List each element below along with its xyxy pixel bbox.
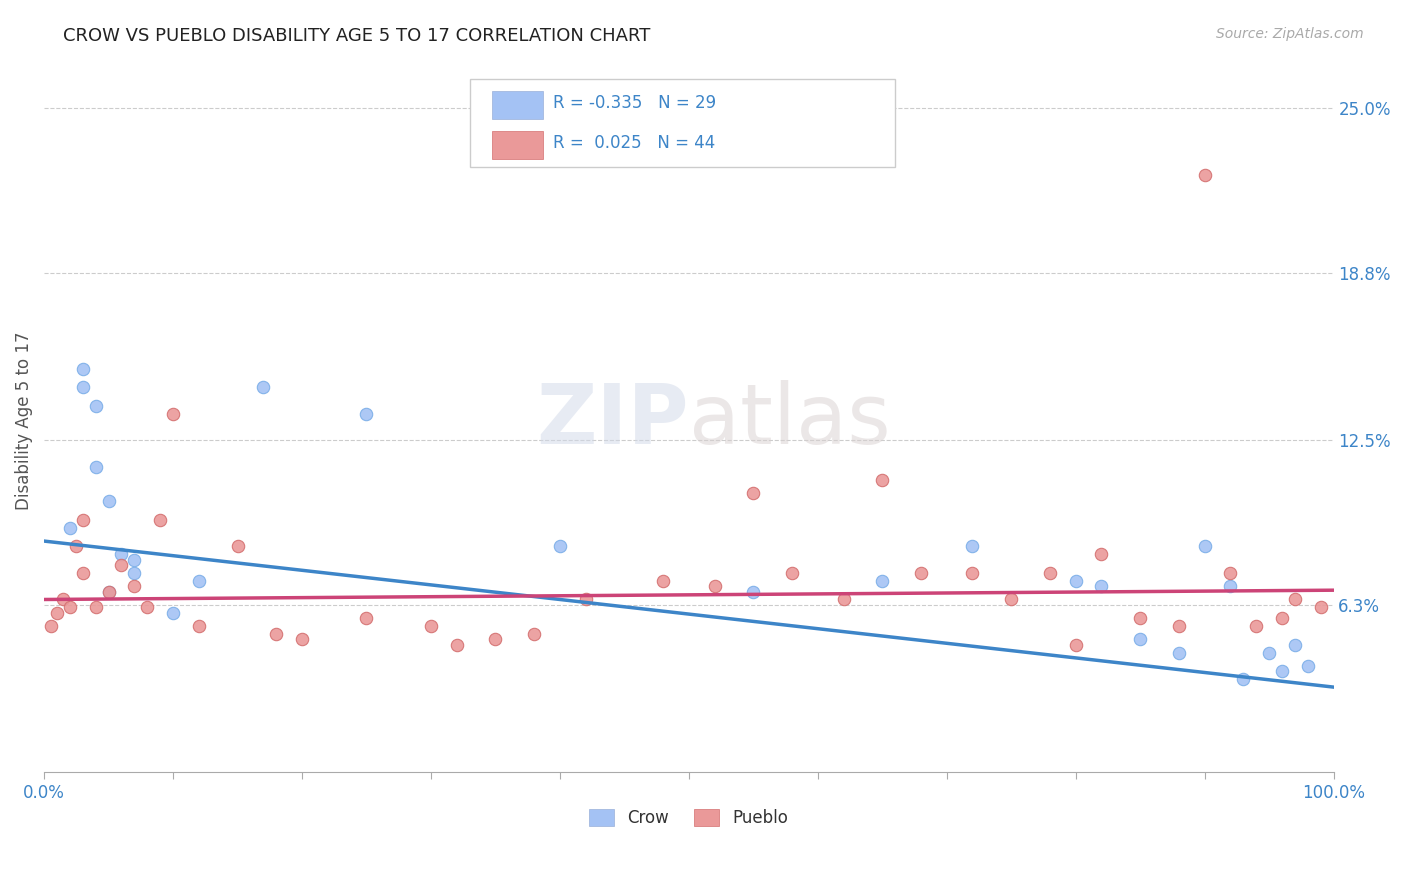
Point — [742, 584, 765, 599]
Point — [84, 600, 107, 615]
Point — [72, 361, 94, 376]
Point — [124, 552, 146, 566]
Point — [742, 486, 765, 500]
Point — [548, 540, 571, 554]
Point — [1244, 619, 1267, 633]
Point — [356, 407, 378, 421]
Point — [832, 592, 855, 607]
Point — [149, 513, 172, 527]
Point — [187, 619, 209, 633]
Point — [1271, 611, 1294, 625]
Point — [52, 592, 75, 607]
FancyBboxPatch shape — [492, 131, 543, 160]
Point — [1000, 592, 1022, 607]
Point — [962, 566, 984, 580]
Point — [1129, 611, 1152, 625]
Point — [523, 627, 546, 641]
Point — [65, 540, 87, 554]
Point — [1309, 600, 1331, 615]
Point — [97, 584, 120, 599]
Point — [1194, 540, 1216, 554]
Text: atlas: atlas — [689, 380, 890, 461]
Point — [484, 632, 506, 647]
Point — [1284, 638, 1306, 652]
Point — [187, 574, 209, 588]
Point — [110, 547, 132, 561]
Point — [1064, 574, 1087, 588]
Point — [72, 513, 94, 527]
Point — [1167, 619, 1189, 633]
Text: R = -0.335   N = 29: R = -0.335 N = 29 — [554, 94, 717, 112]
FancyBboxPatch shape — [492, 91, 543, 119]
Point — [1296, 658, 1319, 673]
Point — [46, 606, 69, 620]
Point — [72, 380, 94, 394]
Y-axis label: Disability Age 5 to 17: Disability Age 5 to 17 — [15, 331, 32, 509]
Point — [1271, 664, 1294, 678]
Point — [1284, 592, 1306, 607]
Point — [910, 566, 932, 580]
Point — [1090, 579, 1112, 593]
Point — [870, 574, 893, 588]
Point — [72, 566, 94, 580]
Text: R =  0.025   N = 44: R = 0.025 N = 44 — [554, 135, 716, 153]
Point — [1232, 672, 1254, 686]
Point — [1219, 566, 1241, 580]
Point — [84, 399, 107, 413]
Point — [356, 611, 378, 625]
Point — [1064, 638, 1087, 652]
Point — [1090, 547, 1112, 561]
Point — [870, 473, 893, 487]
Point — [264, 627, 287, 641]
Point — [1167, 646, 1189, 660]
Point — [136, 600, 159, 615]
Text: ZIP: ZIP — [536, 380, 689, 461]
Point — [1258, 646, 1281, 660]
Point — [162, 606, 184, 620]
Point — [962, 540, 984, 554]
Point — [59, 600, 82, 615]
FancyBboxPatch shape — [470, 79, 896, 167]
Point — [162, 407, 184, 421]
Point — [652, 574, 675, 588]
Point — [1129, 632, 1152, 647]
Legend: Crow, Pueblo: Crow, Pueblo — [582, 803, 796, 834]
Point — [419, 619, 441, 633]
Point — [252, 380, 274, 394]
Point — [575, 592, 598, 607]
Text: CROW VS PUEBLO DISABILITY AGE 5 TO 17 CORRELATION CHART: CROW VS PUEBLO DISABILITY AGE 5 TO 17 CO… — [63, 27, 651, 45]
Point — [703, 579, 725, 593]
Point — [446, 638, 468, 652]
Point — [124, 566, 146, 580]
Text: Source: ZipAtlas.com: Source: ZipAtlas.com — [1216, 27, 1364, 41]
Point — [97, 584, 120, 599]
Point — [226, 540, 249, 554]
Point — [1039, 566, 1062, 580]
Point — [780, 566, 803, 580]
Point — [110, 558, 132, 572]
Point — [59, 521, 82, 535]
Point — [1194, 168, 1216, 182]
Point — [97, 494, 120, 508]
Point — [124, 579, 146, 593]
Point — [84, 459, 107, 474]
Point — [1219, 579, 1241, 593]
Point — [291, 632, 314, 647]
Point — [39, 619, 62, 633]
